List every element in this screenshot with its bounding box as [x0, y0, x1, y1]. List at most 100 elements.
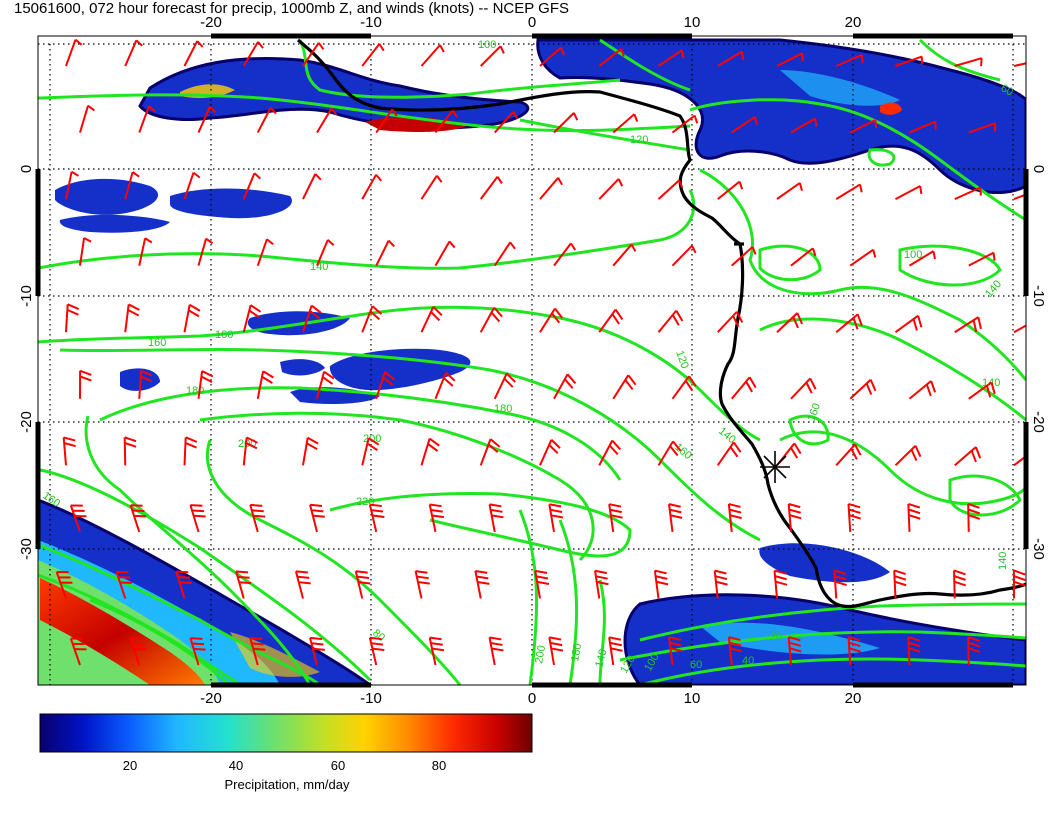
barb-shaft	[653, 570, 660, 599]
wind-barb	[1013, 193, 1026, 201]
barb-feather	[932, 250, 936, 260]
wind-barb	[197, 237, 214, 266]
barb-feather	[387, 239, 395, 248]
barb-shaft	[612, 243, 633, 267]
barb-shaft	[494, 111, 515, 134]
barb-shaft	[316, 108, 333, 134]
barb-feather	[979, 187, 982, 196]
barb-feather	[549, 636, 562, 641]
contour-label: 120	[673, 349, 691, 370]
barb-shaft	[790, 247, 814, 267]
barb-shaft	[612, 113, 636, 134]
barb-shaft	[657, 440, 674, 466]
barb-shaft	[479, 438, 492, 466]
barb-feather	[865, 383, 873, 395]
colorbar-tick-label: 20	[123, 758, 137, 773]
wind-barb	[420, 437, 440, 466]
barb-shaft	[302, 173, 317, 200]
barb-feather	[954, 580, 967, 587]
contour-line	[59, 347, 761, 542]
barb-feather	[796, 312, 804, 325]
barb-feather	[814, 118, 818, 127]
wind-barb	[129, 637, 147, 666]
wind-barb	[368, 503, 385, 533]
barb-feather	[140, 375, 153, 383]
colorbar-label: Precipitation, mm/day	[225, 777, 350, 792]
colorbar-ticks: 20 40 60 80	[123, 758, 446, 773]
barb-shaft	[907, 503, 911, 532]
barb-feather	[1038, 319, 1040, 331]
wind-barb	[835, 313, 863, 333]
barb-feather	[678, 179, 684, 189]
barb-shaft	[294, 571, 304, 599]
barb-feather	[306, 442, 318, 451]
barb-shaft	[235, 571, 245, 599]
barb-shaft	[776, 312, 799, 333]
barb-feather	[128, 303, 140, 311]
wind-barb	[539, 307, 564, 333]
barb-feather	[554, 307, 564, 319]
barb-feather	[490, 642, 503, 646]
barb-feather	[63, 442, 76, 448]
barb-feather	[190, 504, 203, 507]
barb-feather	[680, 50, 685, 59]
barb-feather	[848, 641, 861, 648]
barb-feather	[415, 570, 428, 574]
barb-shaft	[474, 570, 482, 599]
wind-barb	[79, 104, 96, 133]
barb-feather	[67, 303, 80, 310]
barb-feather	[729, 508, 742, 514]
barb-shaft	[790, 117, 816, 134]
barb-feather	[262, 370, 274, 379]
wind-barb	[474, 569, 490, 599]
barb-shaft	[65, 39, 77, 67]
barb-feather	[200, 375, 213, 383]
wind-barb	[671, 244, 697, 267]
barb-feather	[430, 311, 441, 322]
barb-feather	[967, 636, 980, 642]
wind-barb	[598, 48, 625, 67]
contour-line	[84, 415, 312, 685]
barb-feather	[496, 176, 503, 184]
lon-label: 20	[845, 690, 862, 707]
barb-feather	[848, 502, 861, 509]
wind-barb	[833, 569, 847, 599]
wind-barb	[428, 503, 445, 533]
wind-barb	[434, 240, 456, 267]
africa-coastline	[296, 38, 1026, 609]
barb-feather	[309, 503, 323, 507]
wind-barb	[256, 107, 277, 134]
barb-feather	[549, 503, 562, 508]
contour-line	[519, 118, 691, 152]
barb-shaft	[309, 637, 318, 666]
barb-feather	[330, 107, 338, 116]
wind-barb	[242, 436, 258, 466]
barb-feather	[236, 570, 249, 574]
wind-barb	[657, 179, 684, 200]
barb-shaft	[242, 437, 248, 466]
barb-feather	[893, 569, 906, 576]
barb-shaft	[138, 238, 147, 266]
barb-feather	[489, 503, 502, 508]
height-contours	[38, 38, 1026, 685]
barb-feather	[970, 450, 977, 463]
barb-feather	[477, 580, 490, 585]
barb-shaft	[69, 638, 81, 666]
barb-feather	[894, 575, 907, 581]
barb-shaft	[967, 503, 970, 532]
barb-shaft	[731, 116, 756, 134]
contour-line	[639, 657, 1026, 685]
wind-barb	[790, 377, 817, 400]
barb-feather	[314, 173, 322, 181]
barb-feather	[512, 111, 519, 120]
contour-label: 160	[215, 329, 233, 341]
barb-feather	[250, 304, 262, 313]
barb-feather	[570, 242, 577, 251]
wind-barb	[954, 316, 982, 334]
barb-shaft	[302, 437, 309, 466]
barb-feather	[144, 237, 153, 244]
barb-feather	[788, 503, 801, 509]
barb-shaft	[488, 637, 496, 666]
contour-line	[599, 38, 691, 92]
wind-barb	[847, 636, 861, 666]
